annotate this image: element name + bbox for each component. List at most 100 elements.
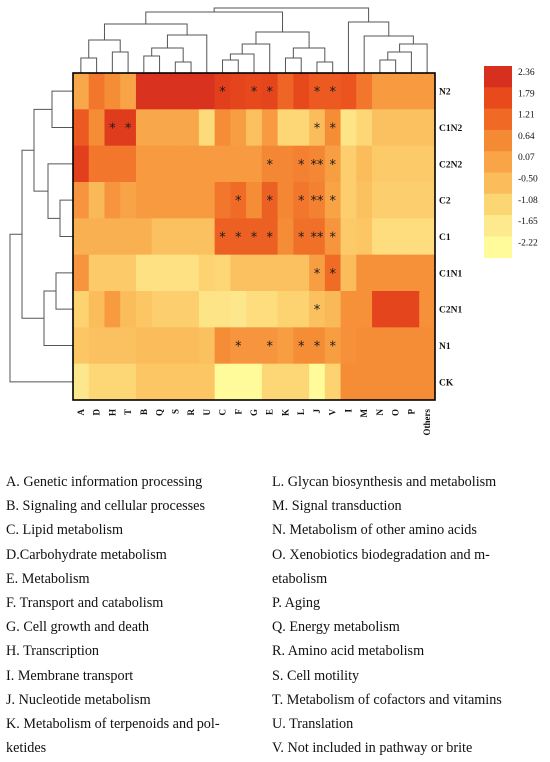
heatmap-cell bbox=[309, 145, 326, 183]
heatmap-cell bbox=[151, 109, 168, 147]
significance-star: * bbox=[314, 303, 321, 318]
heatmap-cell bbox=[214, 218, 231, 256]
column-label: U bbox=[202, 409, 212, 416]
column-label: Q bbox=[155, 409, 165, 416]
colorbar-swatch bbox=[484, 87, 512, 109]
dendrogram-link bbox=[379, 59, 397, 73]
significance-star: * bbox=[266, 340, 273, 355]
significance-star: * bbox=[329, 267, 336, 282]
heatmap-cell bbox=[340, 218, 357, 256]
heatmap-cell bbox=[309, 218, 326, 256]
heatmap-cell bbox=[214, 327, 231, 365]
heatmap-cell bbox=[88, 363, 105, 401]
heatmap-cell bbox=[135, 182, 153, 219]
row-labels: N2 C1N2 C2N2 C2 C1 C1N1 C2N1 N1 CK bbox=[439, 88, 462, 389]
significance-stars: * * * * ** * * ** * ** ** * * ** ** * * * * ** ** *** * * * * bbox=[109, 85, 336, 354]
heatmap-cell bbox=[120, 182, 137, 219]
heatmap-cell bbox=[372, 145, 389, 183]
heatmap-cell bbox=[340, 327, 357, 365]
significance-star: * bbox=[329, 158, 336, 173]
heatmap-cell bbox=[293, 254, 310, 292]
legend-item: F. Transport and catabolism bbox=[6, 595, 164, 612]
significance-star: * bbox=[251, 231, 258, 246]
dendrogram-link bbox=[241, 43, 271, 73]
heatmap-cell bbox=[387, 327, 404, 365]
heatmap-cell bbox=[73, 218, 90, 256]
heatmap-cell bbox=[183, 182, 200, 219]
dendrogram-link bbox=[316, 61, 334, 73]
significance-star: * bbox=[298, 231, 305, 246]
heatmap-cell bbox=[419, 363, 436, 401]
heatmap-cell bbox=[356, 73, 373, 110]
column-label: O bbox=[391, 409, 401, 416]
significance-star: ** bbox=[310, 231, 324, 246]
heatmap-cell bbox=[183, 327, 200, 365]
row-label: C1N2 bbox=[439, 124, 462, 134]
heatmap-cell bbox=[324, 254, 341, 292]
legend-item: J. Nucleotide metabolism bbox=[6, 691, 151, 708]
heatmap-cell bbox=[198, 73, 216, 110]
heatmap-cell bbox=[88, 327, 105, 365]
heatmap-cell bbox=[387, 73, 404, 110]
heatmap-cell bbox=[340, 363, 357, 401]
heatmap-cell bbox=[120, 218, 137, 256]
heatmap-cell bbox=[214, 109, 231, 147]
heatmap-cell bbox=[120, 109, 137, 147]
colorbar-swatch bbox=[484, 129, 512, 152]
legend-item: V. Not included in pathway or brite bbox=[272, 740, 473, 757]
heatmap-cell bbox=[277, 109, 294, 147]
dendrogram-link bbox=[33, 108, 52, 192]
dendrogram-link bbox=[59, 199, 73, 237]
column-label: I bbox=[343, 409, 353, 413]
heatmap-cell bbox=[198, 291, 216, 328]
heatmap-cell bbox=[198, 109, 216, 147]
heatmap-cell bbox=[104, 327, 121, 365]
heatmap-cell bbox=[73, 363, 90, 401]
dendrogram-link bbox=[21, 149, 44, 319]
legend-item: ketides bbox=[6, 740, 47, 757]
heatmap-cell bbox=[120, 145, 137, 183]
heatmap-cell bbox=[183, 109, 200, 147]
significance-star: * bbox=[314, 85, 321, 100]
heatmap-cell bbox=[293, 363, 310, 401]
heatmap-cell bbox=[324, 291, 341, 328]
significance-star: ** bbox=[310, 158, 324, 173]
heatmap-cell bbox=[198, 254, 216, 292]
heatmap-cell bbox=[277, 363, 294, 401]
heatmap-cell bbox=[261, 145, 279, 183]
heatmap-cell bbox=[403, 327, 420, 365]
colorbar-swatch bbox=[484, 193, 512, 216]
significance-star: * bbox=[329, 231, 336, 246]
colorbar: 2.36 1.79 1.21 0.64 0.07 -0.50 -1.08 -1.65 -2.22 bbox=[484, 66, 538, 259]
heatmap-cell bbox=[73, 73, 90, 110]
significance-star: * bbox=[314, 267, 321, 282]
heatmap-cell bbox=[135, 254, 153, 292]
heatmap-cell bbox=[230, 291, 247, 328]
heatmap-cell bbox=[277, 254, 294, 292]
heatmap-cell bbox=[324, 363, 341, 401]
heatmap-cell bbox=[246, 182, 263, 219]
legend-item: D.Carbohydrate metabolism bbox=[6, 546, 167, 563]
heatmap-cell bbox=[88, 218, 105, 256]
significance-star: * bbox=[266, 194, 273, 209]
heatmap-cell bbox=[324, 218, 341, 256]
heatmap-cell bbox=[261, 254, 279, 292]
column-label: V bbox=[328, 409, 338, 416]
heatmap-cell bbox=[214, 291, 231, 328]
colorbar-swatch bbox=[484, 215, 512, 237]
legend-right-column: L. Glycan biosynthesis and metabolism M.… bbox=[272, 470, 550, 760]
heatmap-cell bbox=[419, 327, 436, 365]
heatmap-cell bbox=[419, 182, 436, 219]
legend-item: B. Signaling and cellular processes bbox=[6, 498, 205, 515]
heatmap-cell bbox=[356, 218, 373, 256]
heatmap-cell bbox=[246, 254, 263, 292]
heatmap-cell bbox=[324, 109, 341, 147]
heatmap-cell bbox=[309, 291, 326, 328]
heatmap-cell bbox=[419, 218, 436, 256]
heatmap-cell bbox=[261, 182, 279, 219]
heatmap-cell bbox=[356, 327, 373, 365]
heatmap-cell bbox=[88, 291, 105, 328]
heatmap-cell bbox=[403, 254, 420, 292]
heatmap-cell bbox=[277, 327, 294, 365]
colorbar-tick-label: 1.21 bbox=[518, 111, 535, 121]
